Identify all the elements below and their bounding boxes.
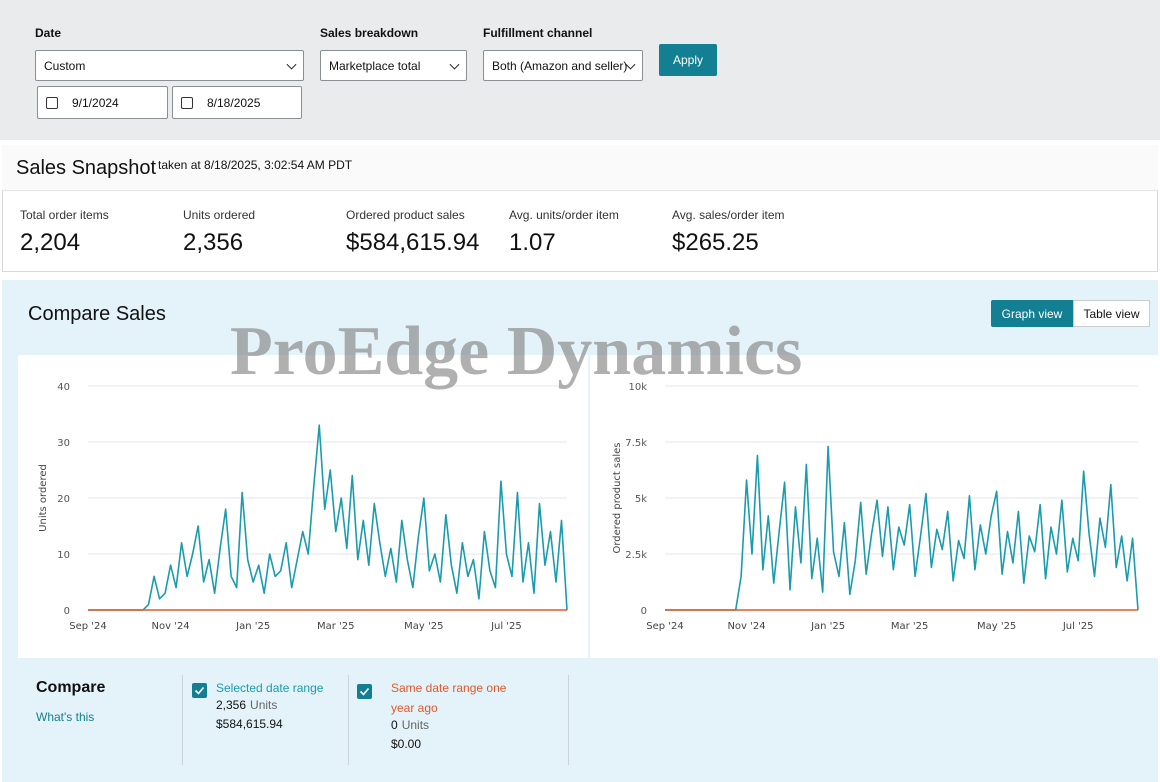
metric-label: Units ordered: [183, 208, 256, 222]
date-value: Custom: [44, 58, 86, 73]
units-chart: 0 10 20 30 40 Units ordered Sep '24 Nov '24 Jan …: [18, 355, 588, 658]
series-line: [665, 445, 1139, 611]
whats-this-link[interactable]: What's this: [36, 710, 95, 724]
separator: [348, 675, 349, 765]
snapshot-header: [2, 145, 1158, 191]
date-label: Date: [35, 26, 62, 40]
metric-value: 2,204: [20, 229, 81, 256]
legend-units-row: 2,356 Units: [216, 698, 277, 712]
apply-button[interactable]: Apply: [659, 44, 717, 76]
y-tick-label: 0: [64, 606, 70, 617]
legend-sales: $0.00: [391, 737, 422, 751]
y-tick-label: 40: [57, 382, 70, 393]
y-tick-label: 20: [57, 494, 70, 505]
series-line: [88, 424, 568, 611]
checkbox[interactable]: [192, 683, 207, 698]
legend-label: Same date range one year ago: [391, 681, 507, 715]
compare-title: Compare Sales: [28, 303, 166, 325]
x-tick-label: Mar '25: [891, 621, 929, 632]
sales-chart: 0 2.5k 5k 7.5k 10k Ordered product sales Sep '…: [590, 355, 1158, 658]
y-axis-label: Ordered product sales: [612, 443, 623, 554]
fulfillment-select[interactable]: Both (Amazon and seller): [483, 50, 643, 81]
y-axis-label: Units ordered: [38, 464, 49, 532]
metric-label: Total order items: [20, 208, 109, 222]
x-tick-label: Nov '24: [727, 621, 765, 632]
breakdown-select[interactable]: Marketplace total: [320, 50, 467, 81]
snapshot-time: taken at 8/18/2025, 3:02:54 AM PDT: [158, 158, 353, 172]
watermark: ProEdge Dynamics: [230, 313, 803, 390]
units-value: 0: [391, 718, 398, 732]
legend-label: Selected date range: [216, 681, 324, 695]
legend-title: Compare: [36, 679, 106, 696]
metric-label: Avg. units/order item: [509, 208, 619, 222]
x-tick-label: Sep '24: [646, 621, 684, 632]
breakdown-value: Marketplace total: [329, 58, 421, 73]
metric-value: 1.07: [509, 229, 556, 256]
start-date-value: 9/1/2024: [72, 95, 119, 110]
x-tick-label: Jan '25: [810, 621, 845, 632]
start-date[interactable]: 9/1/2024: [37, 86, 168, 119]
fulfillment-value: Both (Amazon and seller): [492, 58, 628, 73]
metric-value: 2,356: [183, 229, 244, 256]
x-tick-label: Nov '24: [152, 621, 190, 632]
check-icon: [194, 686, 205, 695]
separator: [568, 675, 569, 765]
x-tick-label: May '25: [977, 621, 1016, 632]
date-select[interactable]: Custom: [35, 50, 304, 81]
breakdown-label: Sales breakdown: [320, 26, 419, 40]
metric-label: Avg. sales/order item: [672, 208, 785, 222]
y-tick-label: 30: [57, 438, 70, 449]
units-value: 2,356: [216, 698, 247, 712]
end-date-value: 8/18/2025: [207, 95, 261, 110]
metric-label: Ordered product sales: [346, 208, 465, 222]
end-date[interactable]: 8/18/2025: [172, 86, 302, 119]
legend-units-row: 0 Units: [391, 718, 429, 732]
x-tick-label: Jul '25: [1062, 621, 1094, 632]
x-tick-label: Sep '24: [69, 621, 107, 632]
y-tick-label: 10: [57, 550, 70, 561]
checkbox[interactable]: [357, 684, 372, 699]
x-tick-label: Jul '25: [490, 621, 522, 632]
x-tick-label: Mar '25: [317, 621, 355, 632]
units-label: Units: [401, 718, 430, 732]
check-icon: [359, 687, 370, 696]
units-label: Units: [250, 698, 278, 712]
graph-view-button[interactable]: Graph view: [991, 300, 1073, 327]
table-view-button[interactable]: Table view: [1073, 300, 1150, 327]
y-tick-label: 0: [641, 606, 647, 617]
y-tick-label: 5k: [635, 494, 647, 505]
metric-value: $265.25: [672, 229, 759, 256]
separator: [182, 675, 183, 765]
legend-sales: $584,615.94: [216, 717, 283, 731]
x-tick-label: May '25: [404, 621, 443, 632]
x-tick-label: Jan '25: [235, 621, 270, 632]
y-tick-label: 2.5k: [625, 550, 647, 561]
metric-value: $584,615.94: [346, 229, 480, 256]
snapshot-title: Sales Snapshot: [16, 157, 157, 179]
fulfillment-label: Fulfillment channel: [483, 26, 593, 40]
y-tick-label: 7.5k: [625, 438, 647, 449]
y-tick-label: 10k: [628, 382, 647, 393]
